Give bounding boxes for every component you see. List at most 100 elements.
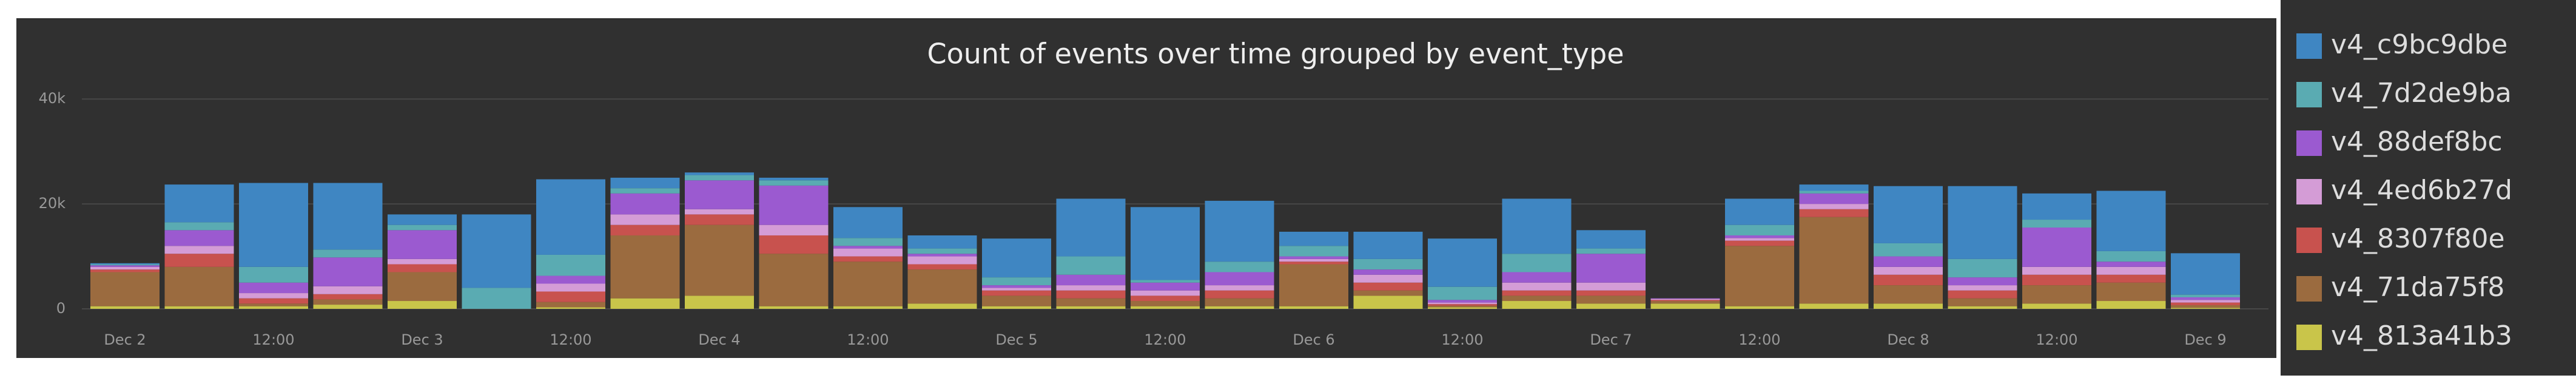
bar-segment bbox=[388, 264, 457, 272]
bar-segment bbox=[164, 184, 234, 223]
bar-segment bbox=[1279, 306, 1348, 309]
bar-segment bbox=[90, 264, 160, 266]
bar-segment bbox=[1799, 193, 1869, 204]
bar-segment bbox=[2022, 193, 2091, 220]
bar-segment bbox=[1650, 300, 1720, 302]
bar-segment bbox=[1948, 277, 2017, 286]
bar-segment bbox=[2022, 285, 2091, 304]
bar-segment bbox=[1056, 306, 1126, 309]
x-tick-label: Dec 5 bbox=[995, 331, 1037, 348]
legend-swatch bbox=[2296, 325, 2322, 350]
bar-segment bbox=[536, 283, 605, 292]
bar-segment bbox=[610, 224, 680, 235]
bar-segment bbox=[982, 277, 1051, 286]
bar-segment bbox=[2022, 274, 2091, 286]
bar-segment bbox=[1948, 298, 2017, 306]
bar-segment bbox=[313, 305, 383, 309]
bar-segment bbox=[1799, 303, 1869, 309]
bar-segment bbox=[239, 293, 308, 299]
x-tick-label: Dec 6 bbox=[1293, 331, 1334, 348]
bar-segment bbox=[2171, 308, 2240, 309]
bar-segment bbox=[2096, 266, 2166, 275]
bar-segment bbox=[685, 180, 754, 209]
bar-segment bbox=[1502, 301, 1572, 309]
bar-segment bbox=[1428, 304, 1497, 306]
bar-segment bbox=[313, 299, 383, 305]
x-tick-label: 12:00 bbox=[1738, 331, 1780, 348]
bar-segment bbox=[313, 183, 383, 250]
bar-segment bbox=[2096, 301, 2166, 309]
bar-segment bbox=[1353, 258, 1423, 270]
bar-segment bbox=[1131, 207, 1200, 280]
bar-segment bbox=[1279, 256, 1348, 259]
bar-segment bbox=[1428, 302, 1497, 305]
bar-segment bbox=[907, 256, 977, 265]
bar-segment bbox=[1502, 254, 1572, 272]
bar-segment bbox=[2022, 266, 2091, 275]
y-tick-label: 20k bbox=[39, 195, 66, 212]
bar-segment bbox=[1353, 295, 1423, 309]
bar-segment bbox=[1725, 198, 1794, 225]
bar-segment bbox=[1205, 272, 1274, 286]
legend-label: v4_7d2de9ba bbox=[2331, 78, 2512, 109]
bar-segment bbox=[1131, 301, 1200, 306]
bar-segment bbox=[2096, 262, 2166, 267]
bar-segment bbox=[536, 302, 605, 308]
bar-segment bbox=[536, 291, 605, 302]
bar-segment bbox=[239, 266, 308, 283]
bar-segment bbox=[759, 306, 829, 309]
bar-segment bbox=[2022, 303, 2091, 309]
bar-segment bbox=[610, 177, 680, 189]
bar-segment bbox=[1056, 285, 1126, 291]
bar-segment bbox=[907, 248, 977, 254]
bar-segment bbox=[1874, 285, 1943, 304]
x-tick-label: Dec 3 bbox=[401, 331, 443, 348]
legend-swatch bbox=[2296, 276, 2322, 302]
x-tick-label: 12:00 bbox=[550, 331, 591, 348]
bar-segment bbox=[90, 272, 160, 306]
x-tick-label: Dec 7 bbox=[1590, 331, 1632, 348]
bar-segment bbox=[833, 207, 903, 238]
bar-segment bbox=[1353, 282, 1423, 291]
bar-segment bbox=[1502, 198, 1572, 254]
bar-segment bbox=[313, 257, 383, 286]
bar-segment bbox=[833, 246, 903, 249]
bar-segment bbox=[1131, 295, 1200, 302]
bar-segment bbox=[1502, 282, 1572, 291]
x-tick-label: 12:00 bbox=[847, 331, 889, 348]
legend-swatch bbox=[2296, 82, 2322, 107]
bar-segment bbox=[1279, 258, 1348, 262]
bar-segment bbox=[1948, 285, 2017, 291]
bar-segment bbox=[1725, 238, 1794, 241]
bar-segment bbox=[239, 306, 308, 309]
bar-segment bbox=[759, 224, 829, 235]
bar-segment bbox=[1428, 286, 1497, 300]
bar-segment bbox=[239, 298, 308, 304]
bar-segment bbox=[759, 185, 829, 225]
bar-segment bbox=[313, 249, 383, 258]
legend-label: v4_8307f80e bbox=[2331, 223, 2505, 254]
bar-segment bbox=[1874, 274, 1943, 286]
bar-segment bbox=[1205, 200, 1274, 262]
bar-segment bbox=[1874, 256, 1943, 267]
bar-segment bbox=[685, 295, 754, 309]
bar-segment bbox=[2171, 302, 2240, 305]
bar-segment bbox=[164, 306, 234, 309]
bar-segment bbox=[982, 238, 1051, 278]
bar-segment bbox=[1353, 269, 1423, 275]
bar-segment bbox=[1576, 282, 1646, 291]
bar-segment bbox=[1650, 303, 1720, 309]
bar-segment bbox=[239, 282, 308, 294]
bar-segment bbox=[1799, 217, 1869, 304]
bar-segment bbox=[1131, 280, 1200, 283]
x-tick-label: Dec 8 bbox=[1887, 331, 1929, 348]
bar-segment bbox=[1056, 198, 1126, 257]
bar-segment bbox=[982, 290, 1051, 296]
bar-segment bbox=[1576, 230, 1646, 249]
bar-segment bbox=[982, 306, 1051, 309]
bar-segment bbox=[388, 214, 457, 225]
bar-segment bbox=[685, 209, 754, 215]
bar-segment bbox=[239, 183, 308, 267]
bar-segment bbox=[1131, 306, 1200, 309]
bar-segment bbox=[1502, 290, 1572, 296]
